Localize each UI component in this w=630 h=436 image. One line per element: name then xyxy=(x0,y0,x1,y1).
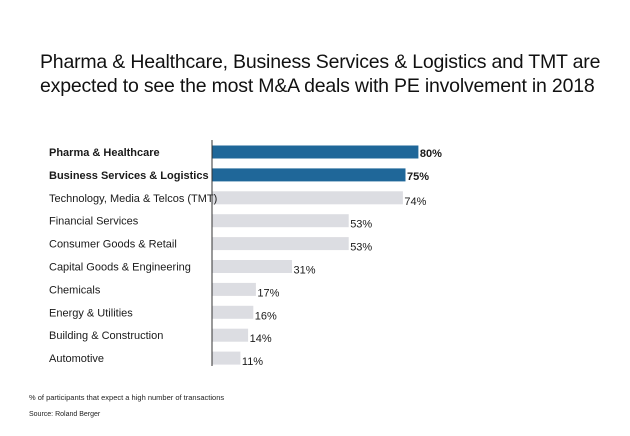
category-label-6: Chemicals xyxy=(49,284,101,296)
value-label-6: 17% xyxy=(257,287,279,299)
source-note: Source: Roland Berger xyxy=(29,411,101,418)
chart-title: Pharma & Healthcare, Business Services &… xyxy=(40,50,620,98)
category-label-5: Capital Goods & Engineering xyxy=(49,262,191,274)
bar-2 xyxy=(212,191,403,205)
category-label-0: Pharma & Healthcare xyxy=(49,147,160,159)
bar-6 xyxy=(212,282,256,296)
category-label-7: Energy & Utilities xyxy=(49,307,133,319)
value-label-0: 80% xyxy=(420,148,442,160)
value-label-2: 74% xyxy=(404,196,426,208)
category-label-9: Automotive xyxy=(49,353,104,365)
bar-7 xyxy=(212,305,254,319)
bar-4 xyxy=(212,237,349,251)
value-label-1: 75% xyxy=(407,171,429,183)
category-label-2: Technology, Media & Telcos (TMT) xyxy=(49,193,217,205)
value-label-9: 11% xyxy=(242,356,263,368)
chart-title-line-2: expected to see the most M&A deals with … xyxy=(40,75,595,97)
value-label-4: 53% xyxy=(350,242,372,254)
chart-title-line-1: Pharma & Healthcare, Business Services &… xyxy=(40,51,601,73)
bar-8 xyxy=(212,328,249,342)
category-label-4: Consumer Goods & Retail xyxy=(49,239,177,251)
bar-9 xyxy=(212,351,241,365)
value-label-8: 14% xyxy=(250,333,272,345)
value-label-3: 53% xyxy=(350,219,372,231)
bar-0 xyxy=(212,145,419,159)
bar-5 xyxy=(212,260,292,273)
value-label-5: 31% xyxy=(294,265,316,277)
category-label-1: Business Services & Logistics xyxy=(49,170,209,182)
footnote: % of participants that expect a high num… xyxy=(29,393,225,402)
value-label-7: 16% xyxy=(255,310,277,322)
bar-3 xyxy=(212,214,349,228)
category-label-8: Building & Construction xyxy=(49,330,163,342)
category-label-3: Financial Services xyxy=(49,216,139,228)
bar-1 xyxy=(212,168,406,182)
